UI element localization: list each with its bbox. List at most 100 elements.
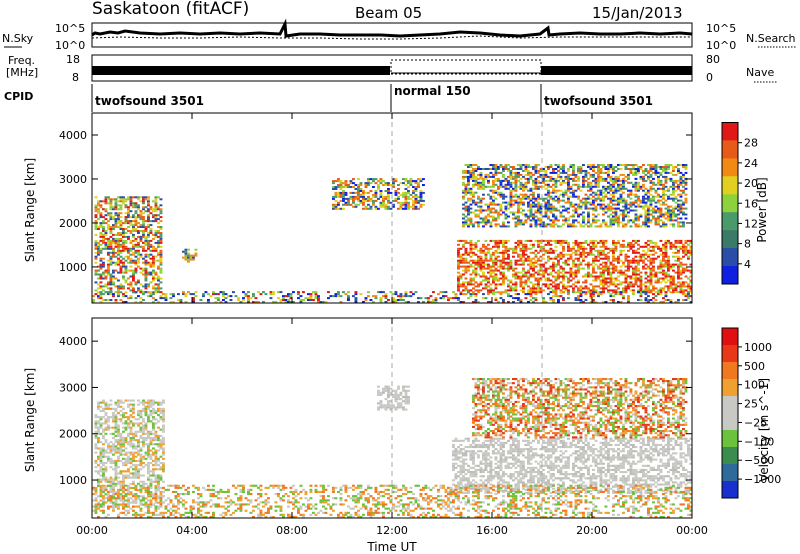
colorbar-tick-label: 8 bbox=[744, 238, 751, 251]
power-region-1 bbox=[182, 248, 198, 263]
power-heatmap bbox=[92, 113, 693, 303]
velocity-region-2 bbox=[452, 437, 693, 494]
cpid-segment-1: twofsound 3501 bbox=[95, 94, 204, 108]
time-axis-labels: 00:00 04:00 08:00 12:00 16:00 20:00 00:00 bbox=[76, 524, 708, 537]
freq-label-1: Freq. bbox=[8, 54, 35, 67]
colorbar-swatch bbox=[722, 230, 738, 249]
colorbar-tick-label: 25 bbox=[744, 398, 758, 411]
y-tick-label: 2000 bbox=[59, 217, 87, 230]
time-tick-label: 00:00 bbox=[676, 524, 708, 537]
velocity-region-1 bbox=[377, 385, 410, 411]
freq-right-bottom: 0 bbox=[706, 71, 713, 84]
power-x-ticks bbox=[91, 113, 693, 303]
colorbar-tick-label: 4 bbox=[744, 258, 751, 271]
y-tick-label: 4000 bbox=[59, 129, 87, 142]
time-tick-label: 12:00 bbox=[376, 524, 408, 537]
freq-left-top: 18 bbox=[66, 53, 80, 66]
time-axis-title: Time UT bbox=[366, 540, 417, 554]
colorbar-swatch bbox=[722, 158, 738, 177]
nave-label: Nave bbox=[746, 66, 774, 79]
freq-band-normal bbox=[390, 59, 542, 75]
noise-sky-trace bbox=[91, 18, 693, 38]
colorbar-swatch bbox=[722, 413, 738, 431]
velocity-region-4 bbox=[92, 484, 693, 518]
site-title: Saskatoon (fitACF) bbox=[92, 0, 249, 19]
noise-right-bottom: 10^0 bbox=[706, 39, 736, 52]
colorbar-swatch bbox=[722, 481, 738, 499]
colorbar-swatch bbox=[722, 248, 738, 267]
noise-right-label: N.Search bbox=[746, 32, 796, 45]
colorbar-swatch bbox=[722, 266, 738, 285]
velocity-colorbar: 1000 500 100 25 −25 −100 −500 −1000 bbox=[721, 327, 781, 499]
beam-title: Beam 05 bbox=[355, 4, 422, 22]
y-tick-label: 1000 bbox=[59, 474, 87, 487]
noise-right-top: 10^5 bbox=[706, 22, 736, 35]
colorbar-swatch bbox=[722, 328, 738, 346]
y-tick-label: 3000 bbox=[59, 381, 87, 394]
freq-label-2: [MHz] bbox=[6, 66, 38, 79]
noise-left-bottom: 10^0 bbox=[55, 39, 85, 52]
colorbar-swatch bbox=[722, 379, 738, 397]
time-tick-label: 16:00 bbox=[476, 524, 508, 537]
time-tick-label: 04:00 bbox=[176, 524, 208, 537]
power-region-0 bbox=[94, 196, 163, 294]
power-y-axis: 1000 2000 3000 4000 bbox=[59, 129, 692, 274]
freq-left-bottom: 8 bbox=[72, 71, 79, 84]
colorbar-swatch bbox=[722, 447, 738, 465]
power-region-4 bbox=[462, 164, 688, 228]
cpid-segment-3: twofsound 3501 bbox=[544, 94, 653, 108]
velocity-cbar-label-text: Velocity [m s^-1] bbox=[757, 378, 771, 482]
colorbar-tick-label: 500 bbox=[744, 360, 765, 373]
noise-search-trace bbox=[91, 35, 692, 40]
colorbar-tick-label: 28 bbox=[744, 137, 758, 150]
colorbar-swatch bbox=[722, 212, 738, 231]
colorbar-swatch bbox=[722, 362, 738, 380]
power-colorbar: 4 8 12 16 20 24 28 bbox=[721, 122, 758, 285]
power-region-2 bbox=[332, 178, 425, 210]
date-title: 15/Jan/2013 bbox=[592, 4, 683, 22]
time-tick-label: 20:00 bbox=[576, 524, 608, 537]
velocity-heatmap bbox=[92, 318, 693, 518]
velocity-panel: 1000 2000 3000 4000 Slant Range [km] 1000 50… bbox=[23, 317, 781, 519]
colorbar-tick-label: −1000 bbox=[744, 473, 781, 486]
cpid-segment-2: normal 150 bbox=[394, 84, 471, 98]
colorbar-tick-label: 100 bbox=[744, 379, 765, 392]
cpid-panel: CPID twofsound 3501 normal 150 twofsound… bbox=[4, 84, 653, 112]
time-tick-label: 08:00 bbox=[276, 524, 308, 537]
colorbar-swatch bbox=[722, 194, 738, 213]
velocity-x-ticks bbox=[91, 318, 693, 518]
velocity-region-3 bbox=[472, 378, 688, 439]
colorbar-tick-label: −100 bbox=[744, 435, 774, 448]
power-cbar-label: Power [dB] bbox=[755, 177, 769, 242]
colorbar-tick-label: −500 bbox=[744, 454, 774, 467]
cpid-label: CPID bbox=[4, 90, 33, 103]
colorbar-tick-label: 12 bbox=[744, 217, 758, 230]
time-tick-label: 00:00 bbox=[76, 524, 108, 537]
power-panel: 1000 2000 3000 4000 Slant Range [km] 4 8 12 16… bbox=[23, 112, 769, 304]
y-tick-label: 4000 bbox=[59, 335, 87, 348]
frequency-panel: Freq. [MHz] 18 8 80 0 Nave bbox=[6, 53, 778, 84]
power-region-5 bbox=[92, 291, 693, 303]
colorbar-swatch bbox=[722, 345, 738, 363]
colorbar-swatch bbox=[722, 396, 738, 414]
noise-left-label: N.Sky bbox=[2, 32, 34, 45]
y-tick-label: 2000 bbox=[59, 428, 87, 441]
colorbar-swatch bbox=[722, 464, 738, 482]
power-ylabel: Slant Range [km] bbox=[23, 158, 37, 262]
velocity-y-axis: 1000 2000 3000 4000 bbox=[59, 335, 692, 487]
velocity-ylabel: Slant Range [km] bbox=[23, 368, 37, 472]
velocity-region-0 bbox=[94, 399, 165, 508]
power-region-3 bbox=[457, 239, 693, 294]
colorbar-tick-label: 24 bbox=[744, 157, 758, 170]
freq-band-1 bbox=[92, 66, 390, 75]
colorbar-tick-label: 1000 bbox=[744, 341, 772, 354]
y-tick-label: 1000 bbox=[59, 261, 87, 274]
colorbar-tick-label: 16 bbox=[744, 197, 758, 210]
colorbar-tick-label: 20 bbox=[744, 177, 758, 190]
freq-right-top: 80 bbox=[706, 53, 720, 66]
noise-left-top: 10^5 bbox=[55, 22, 85, 35]
colorbar-frame bbox=[721, 327, 739, 499]
noise-panel: N.Sky 10^5 10^0 10^5 10^0 N.Search bbox=[2, 18, 796, 52]
velocity-cbar-label: Velocity [m s^-1] bbox=[757, 378, 771, 482]
